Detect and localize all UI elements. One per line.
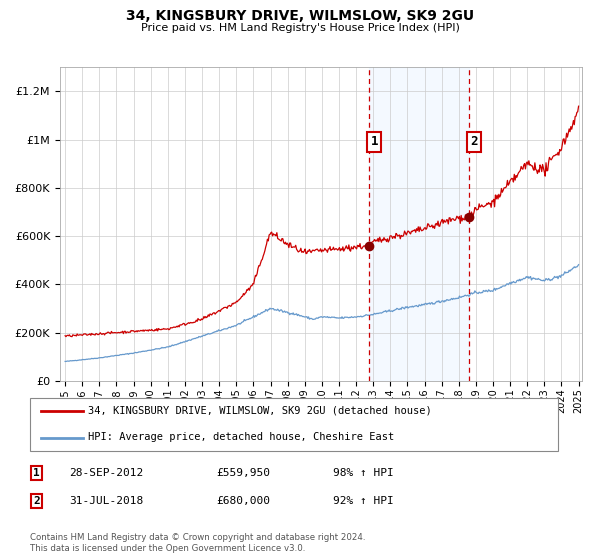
Text: 2: 2 (33, 496, 40, 506)
Text: £559,950: £559,950 (216, 468, 270, 478)
Bar (369, 67, 469, 381)
Text: 28-SEP-2012: 28-SEP-2012 (69, 468, 143, 478)
Text: 2: 2 (470, 136, 478, 148)
Text: 34, KINGSBURY DRIVE, WILMSLOW, SK9 2GU (detached house): 34, KINGSBURY DRIVE, WILMSLOW, SK9 2GU (… (88, 406, 432, 416)
Text: 1: 1 (370, 136, 378, 148)
Text: 1: 1 (33, 468, 40, 478)
Text: HPI: Average price, detached house, Cheshire East: HPI: Average price, detached house, Ches… (88, 432, 394, 442)
Text: 31-JUL-2018: 31-JUL-2018 (69, 496, 143, 506)
Text: Contains HM Land Registry data © Crown copyright and database right 2024.
This d: Contains HM Land Registry data © Crown c… (30, 533, 365, 553)
Text: 92% ↑ HPI: 92% ↑ HPI (333, 496, 394, 506)
FancyBboxPatch shape (30, 398, 558, 451)
Text: 98% ↑ HPI: 98% ↑ HPI (333, 468, 394, 478)
Text: Price paid vs. HM Land Registry's House Price Index (HPI): Price paid vs. HM Land Registry's House … (140, 23, 460, 33)
Text: £680,000: £680,000 (216, 496, 270, 506)
Text: 34, KINGSBURY DRIVE, WILMSLOW, SK9 2GU: 34, KINGSBURY DRIVE, WILMSLOW, SK9 2GU (126, 8, 474, 22)
